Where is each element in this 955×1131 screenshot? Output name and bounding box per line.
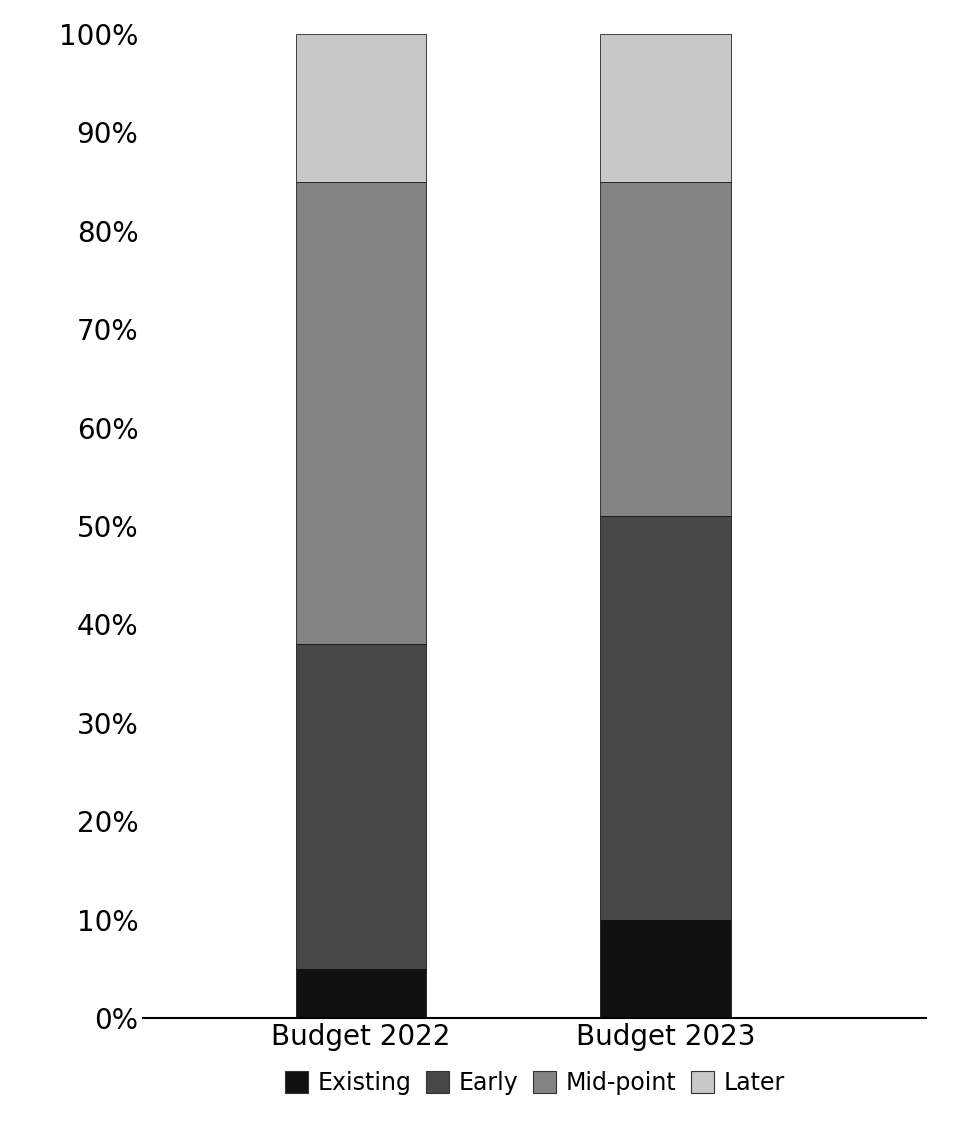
Legend: Existing, Early, Mid-point, Later: Existing, Early, Mid-point, Later bbox=[275, 1062, 795, 1105]
Bar bbox=[295, 968, 426, 1018]
Bar bbox=[295, 644, 426, 968]
Bar bbox=[600, 182, 731, 516]
Bar bbox=[295, 34, 426, 182]
Bar bbox=[600, 920, 731, 1018]
Bar bbox=[600, 516, 731, 920]
Bar bbox=[295, 182, 426, 644]
Bar bbox=[600, 34, 731, 182]
